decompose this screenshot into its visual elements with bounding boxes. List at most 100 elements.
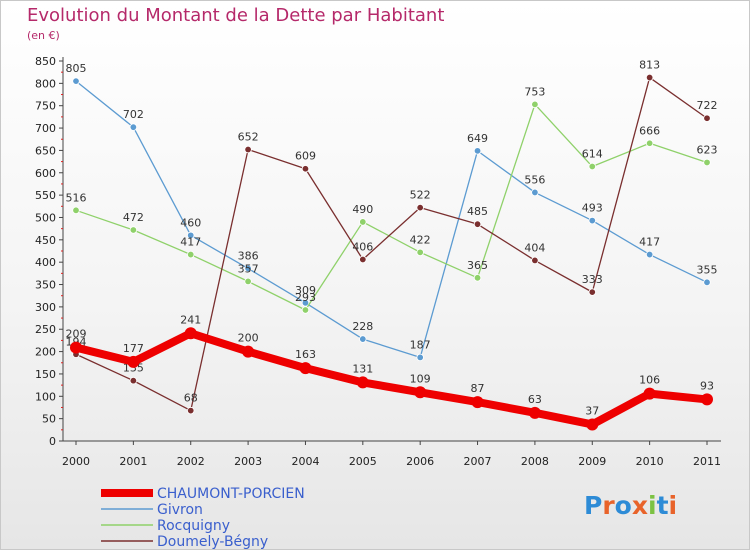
series-line: 516 472 417 357 293 490 422 365 753 614 666 623 [66,85,718,314]
data-label: 493 [582,202,603,215]
chart-subtitle: (en €) [27,29,60,42]
data-label: 177 [123,342,144,355]
series-path [75,76,708,412]
series-path [75,80,708,359]
y-tick-label: 0 [49,435,56,448]
x-tick-label: 2006 [406,455,434,468]
data-label: 309 [295,284,316,297]
data-point [187,250,195,259]
data-point [531,100,539,109]
logo-letter: x [631,491,648,520]
data-label: 93 [700,379,714,392]
data-point [244,145,252,154]
data-point [129,226,138,234]
data-point [187,406,195,415]
data-point [528,406,541,419]
data-label: 228 [352,320,373,333]
x-tick-label: 2011 [693,455,721,468]
y-tick-label: 600 [35,167,56,180]
data-point [301,165,310,173]
series-path [72,329,711,429]
legend-label: Givron [157,502,203,518]
data-label: 417 [180,236,201,249]
data-point [70,341,82,354]
series-path [75,103,708,311]
logo-letter: o [614,491,632,520]
proxiti-logo: Proxiti [584,491,677,520]
data-point [586,418,599,431]
data-point [127,355,140,368]
y-tick-label: 450 [35,234,56,247]
data-point [129,376,138,385]
data-point [299,362,312,375]
data-point [645,250,654,259]
data-point [588,288,596,296]
y-tick-label: 150 [35,368,56,381]
series-main: 209 177 241 200 163 131 109 87 63 37 106 93 [66,313,714,431]
y-tick-label: 800 [35,77,56,90]
data-point [359,335,367,343]
x-tick-label: 2010 [636,455,664,468]
y-tick-label: 100 [35,390,56,403]
data-point [471,396,484,409]
data-label: 417 [639,236,660,249]
data-label: 609 [295,150,316,163]
data-label: 522 [410,189,431,202]
y-tick-label: 200 [35,346,56,359]
data-point [703,114,711,122]
data-label: 702 [123,108,144,121]
data-label: 87 [471,382,485,395]
data-label: 293 [295,291,316,304]
data-label: 241 [180,313,201,326]
data-point [359,218,367,226]
data-point [301,306,310,314]
x-tick-label: 2009 [578,455,606,468]
data-point [414,386,427,399]
y-tick-label: 550 [35,189,56,202]
x-tick-label: 2001 [119,455,147,468]
data-label: 209 [66,328,87,341]
y-tick-label: 350 [35,279,56,292]
data-label: 652 [238,131,259,144]
x-tick-label: 2000 [62,455,90,468]
logo-letter: r [602,491,615,520]
data-label: 386 [238,249,259,262]
data-point [701,393,713,406]
data-label: 106 [639,374,660,387]
x-tick-label: 2007 [464,455,492,468]
data-label: 722 [697,99,718,112]
data-label: 68 [184,392,198,405]
data-label: 623 [697,143,718,156]
data-point [72,206,80,215]
y-tick-label: 700 [35,122,56,135]
legend-label: Rocquigny [157,518,230,534]
data-point [301,299,310,307]
y-tick-label: 850 [35,55,56,68]
logo-letter: P [584,491,603,520]
data-point [72,77,80,85]
data-label: 556 [524,173,545,186]
data-point [588,162,596,171]
data-point [645,73,654,82]
data-label: 37 [585,404,599,417]
data-label: 63 [528,393,542,406]
data-label: 357 [238,262,259,275]
data-label: 200 [238,332,259,345]
logo-letter: i [648,491,657,520]
data-point [588,216,596,225]
data-label: 406 [352,240,373,253]
data-label: 109 [410,372,431,385]
data-label: 187 [410,338,431,351]
data-label: 365 [467,259,488,272]
data-point [645,139,654,147]
data-point [416,353,424,362]
data-point [473,147,482,155]
logo-letter: t [656,491,669,520]
data-point [356,376,369,389]
data-label: 614 [582,148,603,161]
data-point [242,345,255,358]
data-point [244,277,252,286]
data-point [703,158,711,167]
data-label: 131 [352,362,373,375]
